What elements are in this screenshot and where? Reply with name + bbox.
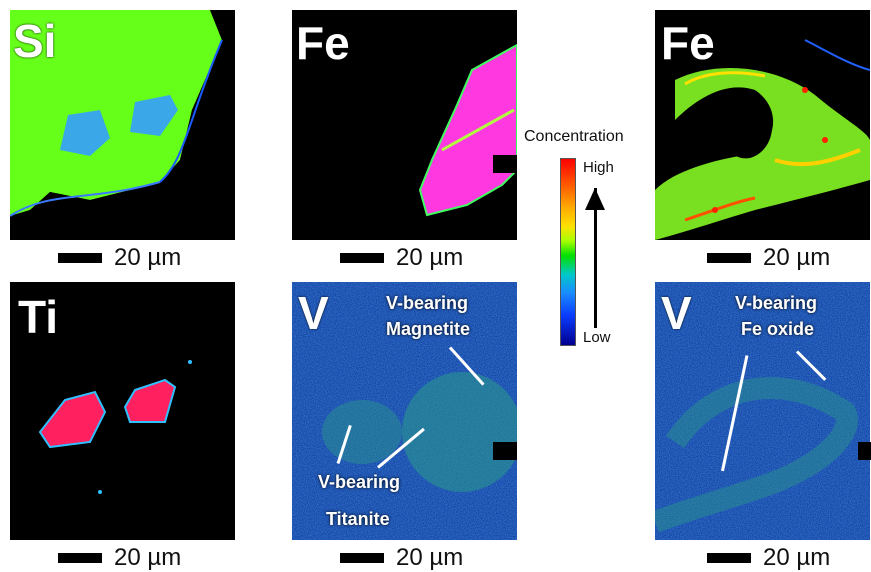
annotation-titanite-line1: V-bearing	[318, 472, 401, 492]
marker-square-1	[493, 155, 517, 173]
scale-bar-si: 20 µm	[58, 244, 181, 272]
annotation-magnetite: V-bearing Magnetite	[386, 290, 470, 342]
annotation-fe-oxide-line2: Fe oxide	[741, 319, 815, 340]
v-map-image-1	[292, 282, 517, 540]
arrow-head-icon	[585, 188, 605, 210]
scale-bar-line	[707, 553, 751, 563]
scale-bar-text: 20 µm	[763, 244, 831, 271]
element-label-fe-2: Fe	[661, 17, 715, 69]
annotation-titanite: V-bearing Titanite	[318, 468, 400, 534]
colorbar-high-label: High	[583, 159, 614, 176]
element-label-v-2: V	[661, 287, 692, 339]
scale-bar-ti: 20 µm	[58, 544, 181, 572]
scale-bar-v-2: 20 µm	[707, 544, 830, 572]
scale-bar-fe-2: 20 µm	[707, 244, 830, 272]
ti-map-panel: Ti	[10, 282, 235, 540]
scale-bar-text: 20 µm	[396, 544, 464, 571]
marker-square-3	[858, 442, 871, 460]
scale-bar-text: 20 µm	[763, 544, 831, 571]
colorbar-low-label: Low	[583, 329, 611, 346]
arrow-up-icon	[594, 188, 597, 328]
marker-square-2	[493, 442, 517, 460]
scale-bar-line	[340, 253, 384, 263]
fe-map-image-2	[655, 39, 870, 240]
element-label-v-1: V	[298, 287, 329, 339]
scale-bar-text: 20 µm	[114, 544, 182, 571]
annotation-titanite-line2: Titanite	[326, 508, 390, 529]
element-label-si: Si	[13, 15, 57, 67]
v-map-panel-1: V V-bearing Magnetite V-bearing Titanite	[292, 282, 517, 540]
v-map-image-2	[655, 282, 870, 540]
scale-bar-v-1: 20 µm	[340, 544, 463, 572]
element-label-ti: Ti	[18, 291, 59, 343]
element-label-fe-1: Fe	[296, 17, 350, 69]
scale-bar-text: 20 µm	[114, 244, 182, 271]
si-map-image	[10, 10, 235, 240]
scale-bar-line	[707, 253, 751, 263]
annotation-magnetite-line1: V-bearing	[386, 293, 469, 313]
annotation-magnetite-line2: Magnetite	[386, 319, 471, 340]
colorbar-title: Concentration	[524, 128, 624, 145]
scale-bar-line	[58, 553, 102, 563]
scale-bar-fe-1: 20 µm	[340, 244, 463, 272]
fe-map-panel-1: Fe	[292, 10, 517, 240]
scale-bar-line	[340, 553, 384, 563]
scale-bar-line	[58, 253, 102, 263]
si-map-panel: Si	[10, 10, 235, 240]
fe-map-panel-2: Fe	[655, 10, 870, 240]
annotation-fe-oxide-line1: V-bearing	[735, 293, 818, 313]
annotation-fe-oxide: V-bearing Fe oxide	[735, 290, 817, 342]
colorbar-gradient	[560, 158, 576, 346]
v-map-panel-2: V V-bearing Fe oxide	[655, 282, 870, 540]
fe-map-image-1	[418, 43, 517, 217]
ti-map-image	[38, 360, 192, 494]
scale-bar-text: 20 µm	[396, 244, 464, 271]
